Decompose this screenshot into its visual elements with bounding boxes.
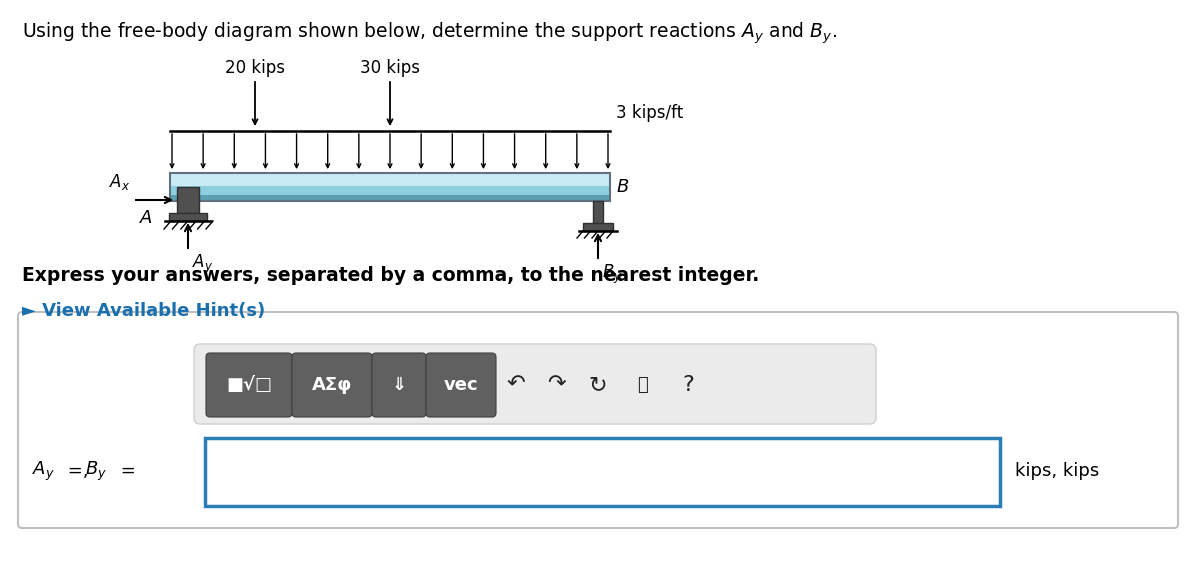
Text: Express your answers, separated by a comma, to the nearest integer.: Express your answers, separated by a com… [22, 266, 760, 285]
Bar [170, 173, 610, 201]
Bar [178, 187, 199, 213]
Text: $A$: $A$ [139, 209, 154, 227]
Text: 📱: 📱 [637, 376, 647, 394]
Text: ⇓: ⇓ [391, 376, 407, 394]
FancyBboxPatch shape [372, 353, 426, 417]
Text: $B$: $B$ [616, 178, 629, 196]
Text: AΣφ: AΣφ [312, 376, 352, 394]
Bar [205, 438, 1000, 506]
Text: ↻: ↻ [589, 375, 607, 395]
Text: kips, kips: kips, kips [1015, 462, 1099, 480]
FancyBboxPatch shape [292, 353, 372, 417]
FancyBboxPatch shape [426, 353, 496, 417]
Text: $A_y$: $A_y$ [32, 460, 55, 483]
Bar [170, 173, 610, 201]
Text: 20 kips: 20 kips [226, 59, 286, 77]
Bar [169, 213, 208, 221]
Text: $B_y$: $B_y$ [85, 460, 107, 483]
Text: =,: =, [62, 462, 95, 480]
Bar [170, 195, 610, 201]
Bar [170, 173, 610, 185]
Text: Using the free-body diagram shown below, determine the support reactions $A_y$ a: Using the free-body diagram shown below,… [22, 20, 836, 46]
Text: ?: ? [682, 375, 694, 395]
Text: $B_y$: $B_y$ [602, 263, 623, 286]
Text: ► View Available Hint(s): ► View Available Hint(s) [22, 302, 265, 320]
Text: ↷: ↷ [547, 375, 565, 395]
Text: ↶: ↶ [506, 375, 526, 395]
Bar [593, 201, 604, 223]
Text: =: = [115, 462, 136, 480]
Text: $A_y$: $A_y$ [192, 253, 214, 276]
Text: 30 kips: 30 kips [360, 59, 420, 77]
Text: 3 kips/ft: 3 kips/ft [616, 104, 683, 122]
FancyBboxPatch shape [18, 312, 1178, 528]
Text: ■√□: ■√□ [226, 376, 272, 394]
FancyBboxPatch shape [206, 353, 292, 417]
Text: vec: vec [444, 376, 479, 394]
FancyBboxPatch shape [194, 344, 876, 424]
Text: $A_x$: $A_x$ [109, 172, 130, 192]
Bar [583, 223, 613, 231]
